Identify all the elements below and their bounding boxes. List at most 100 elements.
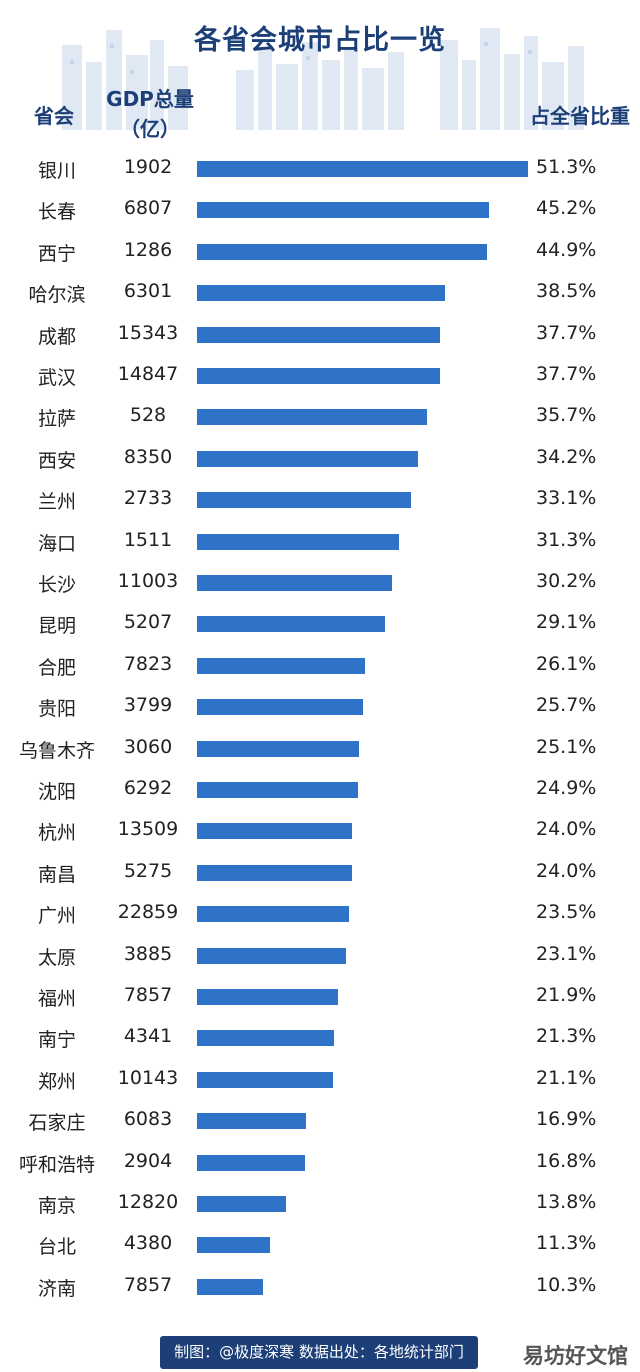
share-value-label: 31.3%	[536, 528, 597, 551]
city-label: 海口	[37, 532, 76, 555]
share-bar	[197, 1071, 334, 1088]
share-bar	[197, 1154, 306, 1171]
share-bar	[197, 947, 347, 964]
table-row: 兰州 2733 33.1%	[0, 479, 640, 520]
table-row: 银川 1902 51.3%	[0, 148, 640, 189]
table-row: 南昌 5275 24.0%	[0, 852, 640, 893]
footer-credit: 制图：@极度深寒 数据出处：各地统计部门	[160, 1336, 478, 1369]
share-value-label: 26.1%	[536, 652, 597, 675]
city-label: 太原	[37, 946, 76, 969]
share-value-label: 23.5%	[536, 901, 597, 924]
table-row: 贵阳 3799 25.7%	[0, 686, 640, 727]
skyline-decoration	[62, 28, 584, 130]
share-bar	[197, 989, 339, 1005]
table-row: 海口 1511 31.3%	[0, 521, 640, 562]
table-row: 成都 15343 37.7%	[0, 314, 640, 355]
share-bar	[197, 864, 352, 881]
column-header-gdp-line2: （亿）	[120, 117, 180, 141]
share-bar	[197, 450, 418, 467]
city-label: 成都	[37, 325, 76, 348]
city-label: 呼和浩特	[18, 1153, 95, 1176]
gdp-value: 4380	[123, 1232, 173, 1255]
share-bar	[197, 202, 489, 219]
gdp-value: 3060	[123, 735, 173, 758]
gdp-value: 11003	[117, 570, 179, 592]
gdp-value: 8350	[123, 445, 173, 468]
share-value-label: 16.9%	[536, 1108, 597, 1131]
share-value-label: 16.8%	[536, 1149, 597, 1172]
city-label: 长春	[37, 201, 76, 224]
share-value-label: 21.1%	[536, 1066, 597, 1089]
watermark: 易坊好文馆	[523, 1344, 628, 1368]
share-value-label: 45.2%	[536, 197, 597, 220]
city-label: 拉萨	[37, 408, 76, 431]
share-bar	[197, 1196, 287, 1212]
table-row: 沈阳 6292 24.9%	[0, 769, 640, 810]
table-row: 郑州 10143 21.1%	[0, 1059, 640, 1100]
city-label: 长沙	[37, 574, 76, 596]
city-label: 郑州	[37, 1070, 76, 1093]
city-label: 西安	[37, 449, 76, 472]
city-label: 昆明	[37, 615, 76, 638]
gdp-value: 5275	[123, 859, 173, 882]
table-row: 南京 12820 13.8%	[0, 1183, 640, 1224]
table-row: 济南 7857 10.3%	[0, 1266, 640, 1307]
city-label: 合肥	[37, 656, 76, 679]
gdp-value: 3799	[123, 694, 173, 717]
gdp-value: 6083	[123, 1108, 173, 1131]
gdp-value: 1902	[123, 156, 173, 178]
gdp-value: 5207	[123, 611, 173, 634]
share-value-label: 34.2%	[536, 445, 597, 468]
share-value-label: 35.7%	[536, 404, 597, 427]
gdp-value: 2733	[123, 487, 173, 510]
share-value-label: 24.0%	[536, 859, 597, 882]
gdp-value: 4341	[123, 1025, 173, 1048]
city-label: 武汉	[37, 367, 76, 389]
table-row: 广州 22859 23.5%	[0, 893, 640, 934]
table-row: 拉萨 528 35.7%	[0, 396, 640, 437]
share-value-label: 10.3%	[536, 1273, 597, 1296]
share-value-label: 21.9%	[536, 984, 597, 1006]
gdp-value: 528	[129, 404, 167, 427]
table-row: 呼和浩特 2904 16.8%	[0, 1142, 640, 1183]
share-bar	[197, 616, 385, 633]
table-row: 合肥 7823 26.1%	[0, 645, 640, 686]
gdp-value: 3885	[123, 942, 173, 965]
share-value-label: 24.9%	[536, 777, 597, 799]
share-bar	[197, 657, 366, 674]
share-bar	[197, 782, 358, 798]
city-label: 石家庄	[28, 1112, 86, 1135]
gdp-value: 2904	[123, 1149, 173, 1172]
gdp-value: 7823	[123, 652, 173, 675]
city-label: 杭州	[37, 822, 76, 845]
city-label: 南宁	[37, 1029, 76, 1052]
table-row: 哈尔滨 6301 38.5%	[0, 272, 640, 313]
share-bar	[197, 161, 528, 177]
share-value-label: 24.0%	[536, 818, 597, 841]
gdp-value: 22859	[117, 901, 179, 924]
table-row: 西安 8350 34.2%	[0, 438, 640, 479]
share-bar	[197, 409, 428, 426]
table-row: 乌鲁木齐 3060 25.1%	[0, 728, 640, 769]
city-label: 哈尔滨	[28, 284, 86, 307]
table-row: 西宁 1286 44.9%	[0, 231, 640, 272]
share-bar	[197, 906, 349, 923]
column-header-city: 省会	[34, 104, 74, 128]
share-bar	[197, 243, 487, 260]
gdp-value: 7857	[123, 984, 173, 1006]
table-row: 昆明 5207 29.1%	[0, 603, 640, 644]
table-row: 福州 7857 21.9%	[0, 976, 640, 1017]
share-value-label: 33.1%	[536, 487, 597, 510]
share-value-label: 37.7%	[536, 363, 597, 385]
gdp-value: 10143	[117, 1066, 179, 1089]
gdp-value: 1286	[123, 238, 173, 261]
share-value-label: 11.3%	[536, 1232, 597, 1255]
gdp-value: 6292	[123, 777, 173, 799]
table-row: 杭州 13509 24.0%	[0, 810, 640, 851]
table-row: 台北 4380 11.3%	[0, 1224, 640, 1265]
gdp-value: 15343	[117, 321, 179, 344]
share-bar	[197, 533, 399, 550]
share-bar	[197, 1237, 270, 1254]
city-label: 南昌	[37, 863, 76, 886]
gdp-value: 13509	[117, 818, 179, 841]
